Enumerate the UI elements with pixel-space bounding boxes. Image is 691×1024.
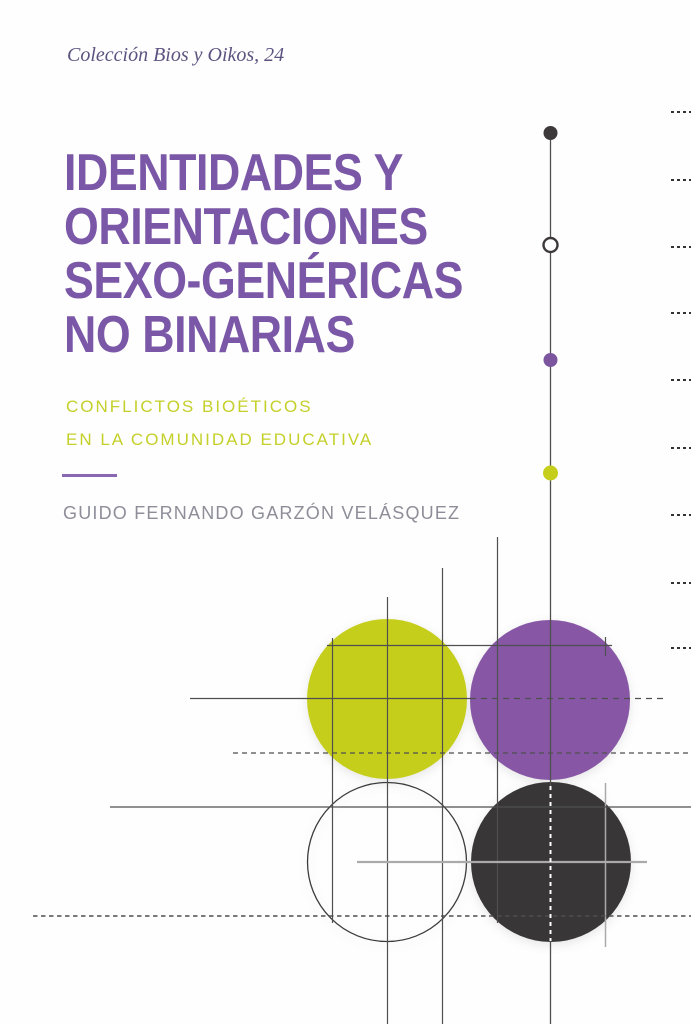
subtitle-line: EN LA COMUNIDAD EDUCATIVA: [66, 430, 374, 449]
timeline-dot-open: [542, 236, 559, 254]
subtitle-line: CONFLICTOS BIOÉTICOS: [66, 397, 313, 416]
timeline-dot-filled: [543, 126, 558, 140]
grid-lines: [33, 537, 691, 1024]
collection-label: Colección Bios y Oikos, 24: [67, 44, 285, 66]
author-name: GUIDO FERNANDO GARZÓN VELÁSQUEZ: [63, 503, 461, 523]
timeline: [542, 126, 559, 1024]
divider-rule: [62, 474, 117, 477]
timeline-dot-purple: [543, 353, 558, 367]
book-title: IDENTIDADES Y ORIENTACIONES SEXO-GENÉRIC…: [64, 146, 463, 362]
title-line: NO BINARIAS: [64, 306, 355, 364]
title-line: IDENTIDADES Y: [64, 144, 403, 202]
title-line: SEXO-GENÉRICAS: [64, 252, 464, 310]
book-subtitle: CONFLICTOS BIOÉTICOS EN LA COMUNIDAD EDU…: [66, 390, 373, 456]
title-line: ORIENTACIONES: [64, 198, 428, 256]
circle-group: [306, 619, 631, 943]
timeline-dot-yellow: [543, 465, 558, 481]
